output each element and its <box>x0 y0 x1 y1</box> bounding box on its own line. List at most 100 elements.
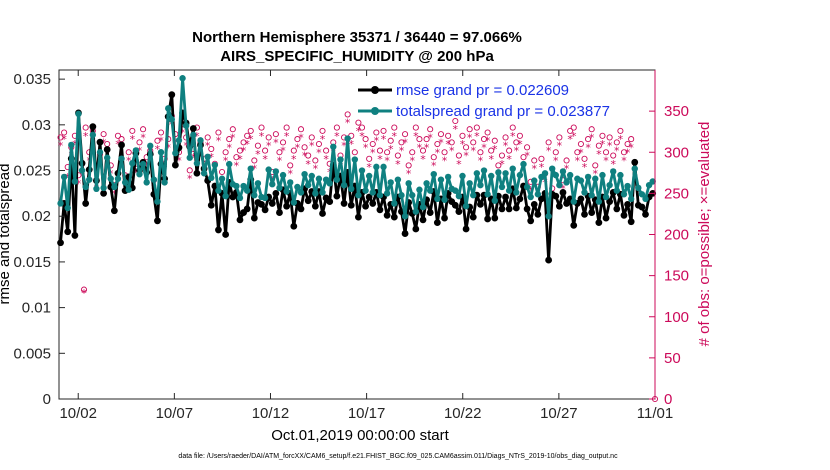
totalspread-point <box>150 176 158 183</box>
obs-possible-marker <box>215 129 222 136</box>
obs-possible-marker <box>620 149 628 156</box>
totalspread-point <box>391 200 398 207</box>
obs-possible-marker <box>236 147 244 154</box>
obs-evaluated-marker: * <box>402 136 408 149</box>
rmse-point <box>441 214 448 222</box>
totalspread-point <box>297 189 305 196</box>
right-y-axis-label: # of obs: o=possible; ×=evaluated <box>696 122 713 347</box>
rmse-point <box>523 205 531 213</box>
right-y-tick-label: 50 <box>664 350 681 367</box>
left-y-tick-label: 0.005 <box>13 345 51 362</box>
obs-possible-marker <box>358 124 366 131</box>
obs-possible-marker <box>100 131 107 138</box>
rmse-point <box>103 146 111 153</box>
rmse-point <box>168 91 176 99</box>
obs-possible-marker <box>448 139 455 146</box>
obs-evaluated-marker: * <box>284 130 290 143</box>
totalspread-point <box>147 142 154 150</box>
obs-evaluated-marker: * <box>585 141 591 154</box>
obs-possible-marker <box>520 154 527 161</box>
rmse-point <box>563 200 570 207</box>
obs-possible-marker <box>538 155 545 162</box>
totalspread-point <box>409 192 416 199</box>
obs-evaluated-marker: * <box>467 131 473 144</box>
totalspread-point <box>563 179 570 186</box>
obs-evaluated-marker: * <box>137 145 143 158</box>
obs-possible-marker <box>563 157 570 164</box>
rmse-point <box>469 213 477 221</box>
rmse-point <box>272 189 280 197</box>
obs-evaluated-marker: * <box>388 143 394 156</box>
obs-evaluated-marker: * <box>374 135 380 148</box>
rmse-point <box>376 206 384 214</box>
rmse-point <box>297 205 305 213</box>
left-y-tick-label: 0.035 <box>13 71 51 88</box>
rmse-point <box>193 169 201 177</box>
totalspread-point <box>86 176 93 183</box>
totalspread-line <box>59 76 654 218</box>
obs-possible-marker <box>272 131 279 138</box>
totalspread-point <box>208 174 215 182</box>
rmse-point <box>412 225 420 233</box>
totalspread-point <box>304 181 312 189</box>
totalspread-point <box>491 197 498 204</box>
obs-possible-marker <box>430 154 437 161</box>
obs-possible-marker <box>419 147 427 154</box>
obs-evaluated-marker: * <box>524 150 530 163</box>
obs-possible-marker <box>437 131 445 138</box>
totalspread-point <box>96 149 104 156</box>
rmse-point <box>261 206 269 214</box>
totalspread-point <box>301 170 308 178</box>
obs-evaluated-marker: * <box>205 140 211 153</box>
obs-evaluated-marker: * <box>140 131 146 144</box>
obs-evaluated-marker: * <box>305 158 311 171</box>
obs-evaluated-marker: * <box>435 146 441 159</box>
obs-evaluated-marker: * <box>582 161 588 174</box>
totalspread-point <box>373 163 380 171</box>
totalspread-point <box>312 190 319 197</box>
obs-possible-marker <box>387 137 394 144</box>
obs-possible-marker <box>513 139 520 146</box>
rmse-point <box>595 219 603 227</box>
obs-evaluated-marker: * <box>295 141 301 154</box>
obs-possible-marker <box>516 132 523 139</box>
obs-evaluated-marker: * <box>234 159 240 172</box>
rmse-point <box>538 195 545 203</box>
obs-evaluated-marker: * <box>72 138 78 151</box>
totalspread-point <box>570 198 577 205</box>
right-y-tick-label: 300 <box>664 144 689 161</box>
obs-evaluated-marker: * <box>291 153 297 166</box>
rmse-point <box>401 230 409 237</box>
obs-possible-marker <box>391 124 398 131</box>
totalspread-point <box>455 192 463 200</box>
obs-evaluated-marker: * <box>255 148 261 161</box>
obs-evaluated-marker: * <box>377 153 383 166</box>
obs-evaluated-marker: * <box>298 131 304 144</box>
totalspread-point <box>426 187 434 194</box>
legend: rmse grand pr = 0.022609 totalspread gra… <box>358 82 610 120</box>
totalspread-point <box>64 204 71 212</box>
obs-evaluated-marker: * <box>596 148 602 161</box>
totalspread-point <box>276 184 283 192</box>
obs-evaluated-marker: * <box>194 130 200 143</box>
totalspread-point <box>627 195 635 203</box>
totalspread-point <box>437 176 445 183</box>
totalspread-point <box>434 195 441 203</box>
rmse-point <box>118 141 125 149</box>
obs-evaluated-marker: * <box>510 130 516 143</box>
totalspread-point <box>186 154 193 161</box>
obs-possible-marker <box>366 155 373 162</box>
totalspread-point <box>157 149 165 156</box>
obs-possible-marker <box>362 136 369 143</box>
rmse-point <box>89 123 97 131</box>
obs-possible-marker <box>491 137 498 144</box>
totalspread-point <box>243 187 251 194</box>
obs-possible-marker <box>308 134 315 141</box>
totalspread-point <box>470 192 477 199</box>
totalspread-point <box>613 187 621 194</box>
rmse-point <box>545 256 553 264</box>
obs-possible-marker <box>247 127 254 134</box>
totalspread-point <box>190 131 197 139</box>
obs-possible-marker <box>305 152 312 159</box>
